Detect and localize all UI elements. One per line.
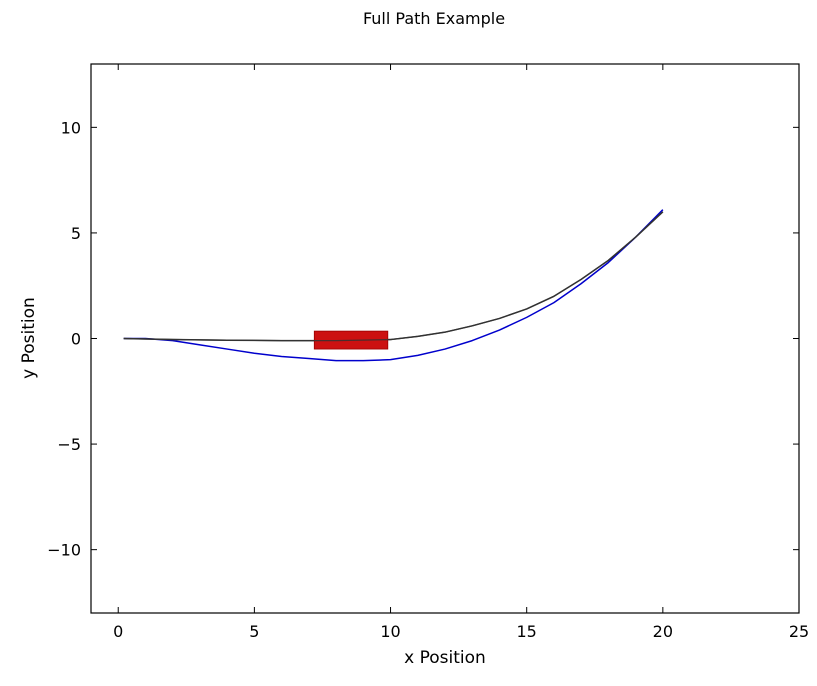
- y-axis-ticks: −10 −5 0 5 10: [47, 118, 799, 560]
- y-tick-label: −10: [47, 541, 81, 560]
- y-tick-label: 10: [61, 118, 81, 137]
- x-axis-label: x Position: [404, 648, 486, 668]
- x-tick-label: 15: [517, 622, 537, 641]
- x-tick-label: 20: [653, 622, 673, 641]
- y-tick-label: −5: [57, 435, 81, 454]
- plot-area: [90, 63, 800, 614]
- x-axis-ticks: 0 5 10 15 20 25: [113, 64, 809, 641]
- x-tick-label: 25: [789, 622, 809, 641]
- chart-title: Full Path Example: [363, 9, 505, 28]
- x-tick-label: 10: [380, 622, 400, 641]
- y-axis-label: y Position: [19, 297, 39, 379]
- y-tick-label: 0: [71, 330, 81, 349]
- series-line-0: [123, 209, 664, 362]
- x-tick-label: 0: [113, 622, 123, 641]
- x-tick-label: 5: [249, 622, 259, 641]
- plot-marks: [123, 209, 664, 362]
- series-line-1-overlay: [123, 211, 664, 342]
- y-tick-label: 5: [71, 224, 81, 243]
